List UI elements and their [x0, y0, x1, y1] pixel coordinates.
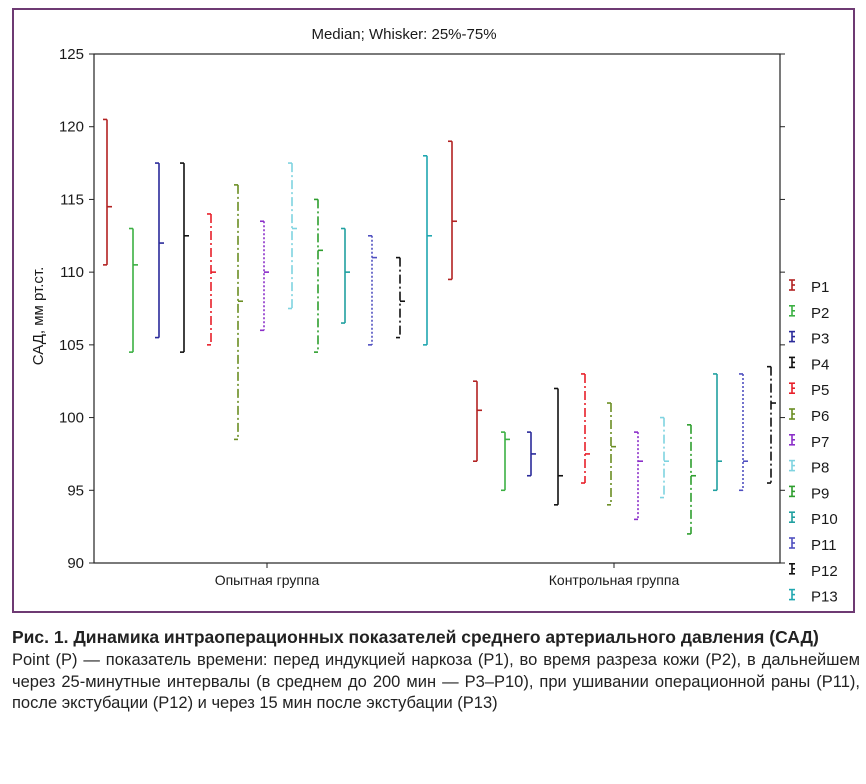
errorbar-p8-g2 — [660, 416, 669, 499]
plot-border — [93, 53, 781, 564]
legend-label-p2: P2 — [811, 305, 829, 322]
legend-label-p5: P5 — [811, 382, 829, 399]
legend-label-p4: P4 — [811, 356, 829, 373]
errorbar-extra-g1 — [448, 140, 457, 281]
chart-title: Median; Whisker: 25%-75% — [311, 26, 496, 43]
errorbar-p7-g1 — [260, 220, 269, 332]
y-tick-label: 115 — [60, 191, 84, 208]
y-tick-label: 105 — [59, 337, 84, 354]
figure-caption: Рис. 1. Динамика интраоперационных показ… — [12, 626, 860, 715]
errorbar-p8-g1 — [288, 162, 297, 310]
errorbar-p3-g1 — [155, 162, 164, 339]
errorbar-p13-g1 — [423, 155, 432, 346]
legend: P1 P2 P3 P4 P5 P6 P7 P8 P9 P10 P11 P12 P13 — [789, 279, 838, 606]
x-tick-label: Опытная группа — [215, 572, 320, 588]
legend-label-p11: P11 — [811, 537, 837, 554]
y-tick-label: 120 — [59, 119, 84, 136]
errorbar-p1-g2 — [473, 380, 482, 463]
errorbar-p5-g1 — [207, 213, 216, 346]
legend-item-p5: P5 — [789, 382, 829, 399]
y-tick-label: 110 — [60, 264, 84, 281]
errorbar-p4-g1 — [180, 162, 189, 353]
legend-item-p1: P1 — [789, 279, 829, 296]
y-tick-label: 100 — [59, 410, 84, 427]
errorbar-p1-g1 — [103, 118, 112, 266]
legend-label-p1: P1 — [811, 279, 829, 296]
plot-area: 90 95 100 105 110 115 120 125 Опытная группа Конт… — [59, 46, 785, 588]
caption-body: Point (P) — показатель времени: перед ин… — [12, 651, 860, 712]
legend-label-p10: P10 — [811, 511, 838, 528]
errorbar-p4-g2 — [554, 387, 563, 506]
legend-label-p3: P3 — [811, 331, 829, 348]
legend-item-p9: P9 — [789, 485, 829, 502]
figure-frame: Median; Whisker: 25%-75% 90 95 100 105 110 11… — [12, 8, 855, 613]
legend-item-p6: P6 — [789, 408, 829, 425]
errorbar-p6-g2 — [607, 402, 616, 506]
errorbar-p11-g2 — [739, 373, 748, 492]
errorbar-p10-g1 — [341, 227, 350, 324]
chart: Median; Whisker: 25%-75% 90 95 100 105 110 11… — [30, 26, 838, 606]
legend-label-p7: P7 — [811, 434, 829, 451]
errorbar-p7-g2 — [634, 431, 643, 521]
errorbar-p12-g1 — [396, 256, 405, 339]
x-tick-label: Контрольная группа — [549, 572, 680, 588]
legend-item-p3: P3 — [789, 331, 829, 348]
errorbar-p12-g2 — [767, 365, 776, 484]
legend-item-p12: P12 — [789, 563, 838, 580]
errorbar-p9-g2 — [687, 424, 696, 535]
errorbar-p5-g2 — [581, 373, 590, 484]
errorbar-p10-g2 — [713, 373, 722, 492]
legend-item-p11: P11 — [789, 537, 837, 554]
legend-label-p12: P12 — [811, 563, 838, 580]
legend-item-p13: P13 — [789, 589, 838, 606]
y-tick-label: 90 — [67, 555, 84, 572]
errorbar-p9-g1 — [314, 198, 323, 353]
legend-label-p9: P9 — [811, 485, 829, 502]
legend-label-p6: P6 — [811, 408, 829, 425]
errorbar-p2-g2 — [501, 431, 510, 492]
errorbar-p3-g2 — [527, 431, 536, 477]
caption-title: Рис. 1. Динамика интраоперационных показ… — [12, 627, 819, 647]
errorbar-p11-g1 — [368, 234, 377, 346]
legend-label-p8: P8 — [811, 460, 829, 477]
legend-item-p7: P7 — [789, 434, 829, 451]
legend-item-p8: P8 — [789, 460, 829, 477]
legend-item-p10: P10 — [789, 511, 838, 528]
y-axis-label: САД, мм рт.ст. — [30, 267, 47, 366]
y-tick-label: 125 — [59, 46, 84, 63]
legend-item-p2: P2 — [789, 305, 829, 322]
legend-label-p13: P13 — [811, 589, 838, 606]
y-tick-label: 95 — [67, 482, 84, 499]
errorbar-p6-g1 — [234, 184, 243, 441]
errorbar-p2-g1 — [129, 227, 138, 353]
legend-item-p4: P4 — [789, 356, 829, 373]
